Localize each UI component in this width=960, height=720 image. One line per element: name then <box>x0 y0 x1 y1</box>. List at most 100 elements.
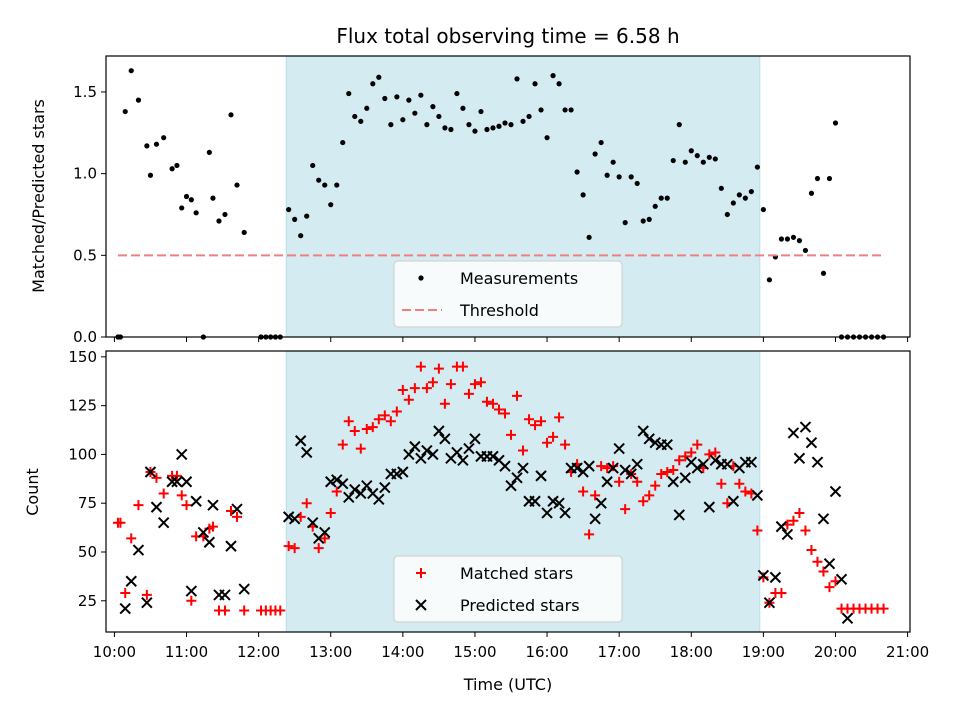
measurement-point <box>406 97 412 103</box>
predicted-point <box>469 433 481 445</box>
y-tick-label: 0.5 <box>73 246 97 264</box>
matched-point <box>818 566 829 577</box>
measurement-point <box>424 122 430 128</box>
legend-swatch <box>416 568 426 578</box>
predicted-point <box>799 421 812 433</box>
predicted-point <box>379 481 391 494</box>
x-tick-label: 13:00 <box>309 643 352 661</box>
matched-point <box>554 412 565 423</box>
legend-swatch <box>418 275 424 281</box>
predicted-point <box>553 497 565 509</box>
measurement-point <box>574 169 580 175</box>
measurement-point <box>304 213 310 219</box>
matched-point <box>239 605 250 616</box>
y-tick-label: 75 <box>78 494 97 512</box>
matched-point <box>614 476 625 487</box>
matched-point <box>596 461 607 472</box>
x-tick-label: 10:00 <box>93 643 136 661</box>
measurement-point <box>754 164 760 170</box>
matched-point <box>283 541 294 552</box>
predicted-point <box>331 474 343 486</box>
predicted-point <box>319 526 331 539</box>
predicted-point <box>125 575 137 587</box>
predicted-point <box>403 448 415 461</box>
predicted-point <box>535 470 547 482</box>
measurement-point <box>790 234 797 240</box>
predicted-point <box>225 540 237 552</box>
predicted-point <box>451 446 463 459</box>
predicted-point <box>166 476 178 488</box>
measurement-point <box>718 185 724 191</box>
legend: Matched stars Predicted stars <box>393 555 623 623</box>
predicted-point <box>571 462 583 474</box>
top-y-axis-label: Matched/Predicted stars <box>29 99 48 293</box>
matched-point <box>427 377 438 388</box>
matched-point <box>662 466 673 477</box>
measurement-point <box>206 149 212 155</box>
predicted-point <box>207 499 219 511</box>
measurement-point <box>128 68 134 74</box>
predicted-point <box>661 438 673 451</box>
matched-point <box>776 587 787 598</box>
predicted-point <box>307 517 319 529</box>
predicted-point <box>144 466 157 478</box>
predicted-point <box>185 585 198 597</box>
matched-point <box>506 429 517 440</box>
predicted-point <box>691 462 703 474</box>
predicted-point <box>559 507 571 519</box>
measurement-point <box>604 172 610 178</box>
predicted-point <box>631 458 643 470</box>
measurement-point <box>550 73 556 79</box>
matched-point <box>878 603 889 614</box>
measurement-point <box>688 148 694 154</box>
predicted-point <box>679 472 691 484</box>
measurement-point <box>586 234 592 240</box>
measurement-point <box>322 182 328 188</box>
matched-point <box>445 379 456 390</box>
legend-label: Matched stars <box>460 564 573 583</box>
predicted-point <box>643 433 655 445</box>
measurement-point <box>628 174 634 180</box>
predicted-point <box>823 557 836 570</box>
predicted-point <box>157 517 170 529</box>
predicted-point <box>397 466 409 478</box>
predicted-point <box>841 612 854 625</box>
x-tick-label: 18:00 <box>670 643 713 661</box>
y-tick-label: 25 <box>78 592 97 610</box>
x-tick-label: 15:00 <box>453 643 496 661</box>
predicted-point <box>613 442 625 455</box>
measurement-point <box>760 206 766 213</box>
measurement-point <box>382 95 388 102</box>
predicted-point <box>811 456 824 468</box>
predicted-point <box>673 509 685 521</box>
matched-point <box>493 404 504 415</box>
predicted-point <box>361 479 373 492</box>
measurement-point <box>388 122 394 128</box>
matched-point <box>126 533 137 544</box>
measurement-point <box>580 192 586 198</box>
top-panel: 0.0 0.5 1.0 1.5 Measurements Threshold <box>73 55 911 346</box>
measurement-point <box>346 90 352 97</box>
measurement-point <box>183 193 190 200</box>
matched-point <box>115 517 126 528</box>
matched-point <box>740 486 751 497</box>
matched-point <box>289 543 300 554</box>
measurement-point <box>796 238 803 244</box>
measurement-point <box>228 112 234 118</box>
matched-point <box>301 498 312 509</box>
bottom-panel: 25 50 75 100 125 150 10:00 11:00 12:00 13:00 14:00… <box>68 348 929 661</box>
matched-point <box>331 486 342 497</box>
predicted-point <box>505 479 517 492</box>
matched-point <box>337 439 348 450</box>
measurement-point <box>241 229 247 236</box>
predicted-point <box>439 433 451 445</box>
matched-point <box>794 507 805 518</box>
matched-point <box>343 416 354 427</box>
predicted-point <box>817 513 830 525</box>
predicted-point <box>197 526 210 539</box>
measurement-point <box>174 162 180 169</box>
predicted-point <box>529 495 541 507</box>
matched-point <box>171 470 182 481</box>
matched-point <box>457 361 468 372</box>
measurement-point <box>640 218 646 224</box>
